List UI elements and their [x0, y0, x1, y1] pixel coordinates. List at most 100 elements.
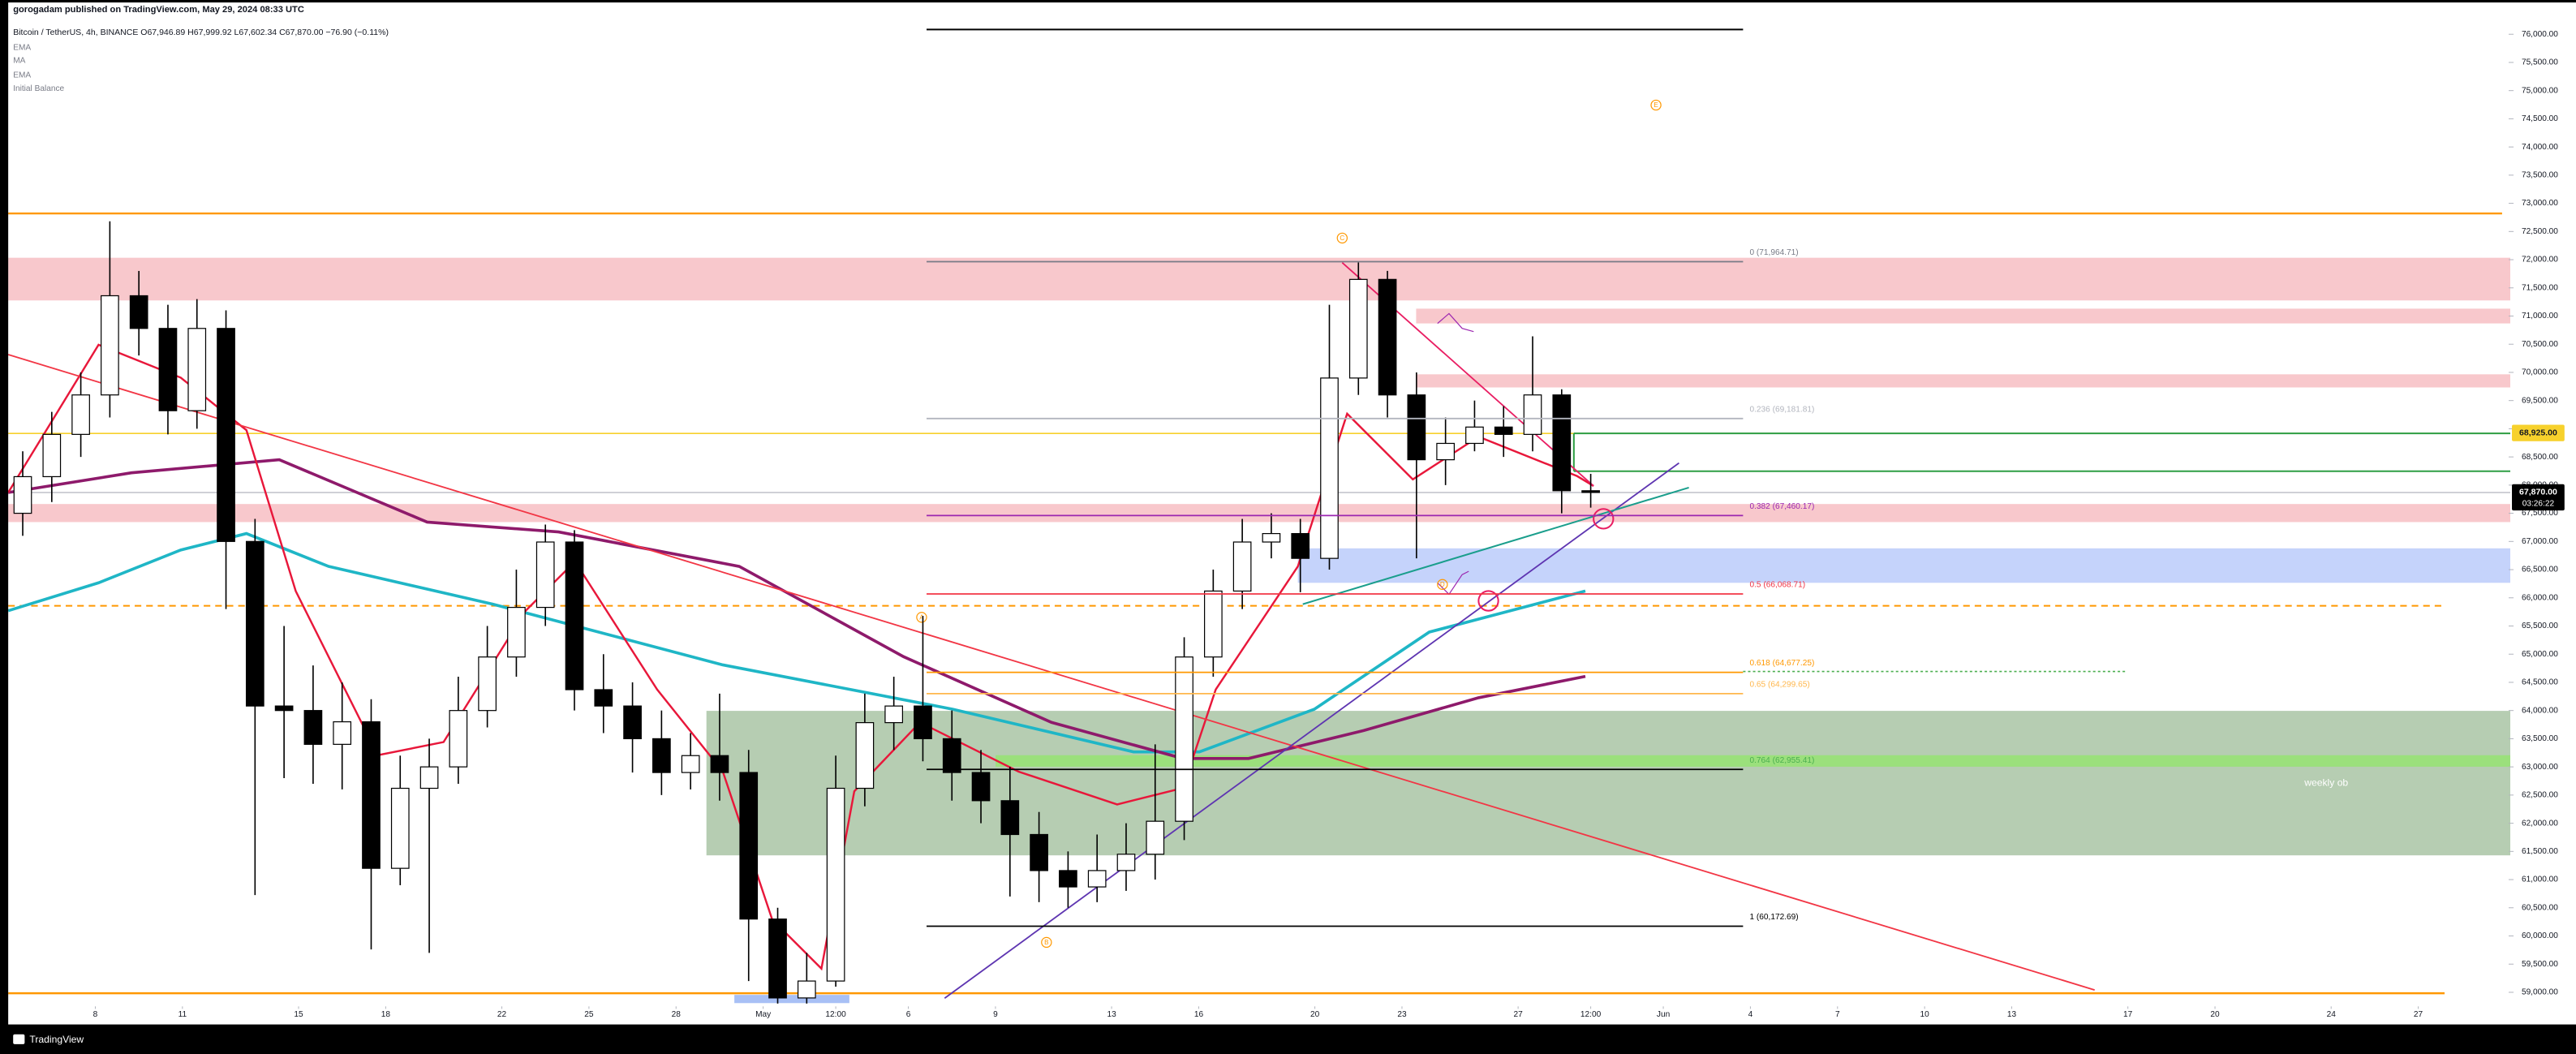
candle-body	[217, 328, 235, 542]
fib-label: 0 (71,964.71)	[1749, 248, 1798, 257]
wave-labels: A B C D E	[916, 99, 1662, 949]
candle-body	[797, 980, 816, 999]
y-tick-label: 59,000.00	[2522, 988, 2558, 997]
indicator-label: EMA	[13, 71, 31, 80]
x-tick-label: 6	[906, 1010, 911, 1019]
candle-body	[1146, 820, 1165, 855]
footer-brand[interactable]: TradingView	[29, 1034, 84, 1045]
ema	[7, 343, 1594, 971]
x-tick-label: 12:00	[1580, 1010, 1602, 1019]
candle-body	[1494, 426, 1513, 435]
candle-body	[478, 656, 497, 712]
wave-marker	[916, 612, 927, 623]
moving-average	[7, 458, 1586, 760]
candle-body	[101, 295, 119, 396]
y-tick-label: 66,000.00	[2522, 593, 2558, 602]
candle-body	[1581, 490, 1600, 493]
candle-body	[449, 710, 468, 768]
candle-body	[681, 755, 700, 773]
candle-body	[1030, 833, 1048, 871]
x-tick-label: 7	[1835, 1010, 1840, 1019]
x-tick-label: May	[755, 1010, 772, 1019]
candle-body	[623, 705, 642, 740]
x-tick-label: 28	[672, 1010, 682, 1019]
wave-marker	[1650, 99, 1662, 111]
wave-marker	[1437, 579, 1448, 590]
candle-body	[768, 918, 787, 999]
x-tick-label: 27	[1513, 1010, 1523, 1019]
candle-body	[914, 705, 932, 740]
indicator-label: MA	[13, 57, 25, 66]
candles	[13, 221, 1600, 1004]
candle-body	[390, 787, 410, 869]
x-tick-label: 13	[1107, 1010, 1116, 1019]
zone	[1416, 308, 2511, 324]
candle-body	[419, 766, 439, 789]
candle-body	[942, 738, 961, 773]
x-tick-label: 15	[294, 1010, 303, 1019]
footer-bar	[0, 1024, 2576, 1054]
fib-label: 0.618 (64,677.25)	[1749, 659, 1814, 668]
candle-body	[507, 606, 526, 658]
y-tick-label: 70,500.00	[2522, 340, 2558, 349]
candle-body	[187, 328, 207, 411]
arrow	[1437, 312, 1474, 333]
candle-body	[1348, 278, 1368, 379]
indicator-label: EMA	[13, 43, 31, 52]
candle-body	[158, 328, 178, 411]
candle-body	[1232, 541, 1252, 592]
x-tick-label: 16	[1194, 1010, 1204, 1019]
y-tick-label: 65,000.00	[2522, 650, 2558, 659]
x-tick-label: 9	[993, 1010, 998, 1019]
fib-label: 1 (60,172.69)	[1749, 913, 1798, 922]
y-tick-label: 64,000.00	[2522, 706, 2558, 715]
x-tick-label: 4	[1748, 1010, 1753, 1019]
y-tick-label: 75,500.00	[2522, 58, 2558, 67]
wave-marker	[1336, 232, 1348, 244]
candle-body	[1291, 532, 1310, 559]
x-tick-label: 20	[2210, 1010, 2220, 1019]
candle-body	[1407, 394, 1426, 461]
x-tick-label: 10	[1920, 1010, 1930, 1019]
y-tick-label: 70,000.00	[2522, 368, 2558, 377]
y-tick-label: 71,500.00	[2522, 283, 2558, 292]
wave-label: D	[1440, 581, 1445, 588]
y-tick-label: 69,500.00	[2522, 396, 2558, 405]
zone	[1416, 374, 2511, 388]
candle-body	[1523, 394, 1542, 435]
zone	[1297, 548, 2511, 583]
candle-body	[594, 689, 613, 707]
x-tick-label: 20	[1310, 1010, 1320, 1019]
fib-label: 0.236 (69,181.81)	[1749, 405, 1814, 414]
zone	[8, 257, 2511, 301]
candle-body	[303, 710, 323, 745]
y-tick-label: 73,000.00	[2522, 199, 2558, 208]
price-label-box	[2512, 484, 2565, 511]
candle-body	[535, 541, 555, 609]
marker-circle	[1593, 508, 1615, 530]
x-tick-label: Jun	[1657, 1010, 1670, 1019]
wave-label: B	[1044, 939, 1048, 946]
top-edge	[0, 0, 2576, 3]
countdown-label: 03:26:22	[2522, 500, 2555, 509]
x-tick-label: 24	[2327, 1010, 2337, 1019]
fib-label: 0.65 (64,299.65)	[1749, 680, 1809, 689]
candle-body	[13, 475, 32, 514]
y-tick-label: 67,000.00	[2522, 537, 2558, 546]
candle-body	[826, 787, 845, 982]
y-tick-label: 64,500.00	[2522, 678, 2558, 687]
indicator-label: Initial Balance	[13, 84, 64, 93]
wave-label: E	[1654, 101, 1658, 109]
left-edge	[0, 0, 9, 1054]
candle-body	[1087, 870, 1107, 888]
y-tick-label: 60,000.00	[2522, 931, 2558, 940]
y-tick-label: 61,500.00	[2522, 847, 2558, 856]
candle-body	[1378, 278, 1397, 396]
wave-label: A	[919, 614, 924, 622]
marker-circle	[1477, 590, 1499, 612]
y-tick-label: 74,000.00	[2522, 143, 2558, 152]
candle-body	[1175, 656, 1193, 822]
candle-body	[884, 705, 904, 724]
